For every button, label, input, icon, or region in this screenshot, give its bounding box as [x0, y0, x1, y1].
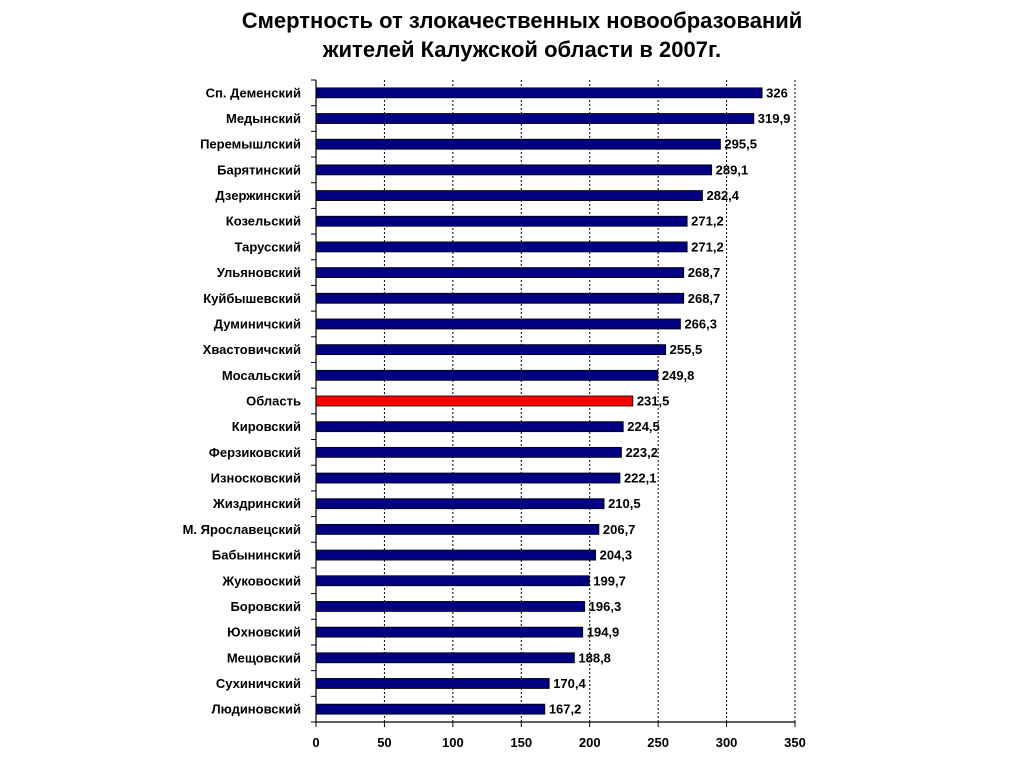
bar — [315, 369, 659, 381]
data-label: 282,4 — [706, 188, 739, 203]
category-label: Тарусский — [235, 239, 301, 254]
category-label: Козельский — [226, 214, 301, 229]
data-label: 249,8 — [662, 368, 695, 383]
data-label: 194,9 — [587, 625, 620, 640]
category-label: Износковский — [211, 471, 301, 486]
bar — [315, 267, 685, 279]
data-label: 224,5 — [627, 419, 660, 434]
bar — [315, 524, 600, 535]
bar — [315, 421, 624, 433]
x-tick-label: 350 — [784, 735, 806, 750]
bar — [315, 575, 590, 587]
category-label: Кировский — [232, 419, 301, 434]
bar — [315, 344, 667, 356]
bar — [315, 113, 755, 124]
data-label: 206,7 — [603, 522, 636, 537]
bar — [315, 678, 550, 689]
x-tick-label: 100 — [442, 735, 464, 750]
data-label: 231,5 — [637, 394, 670, 409]
category-label: Юхновский — [227, 625, 301, 640]
category-label: Сухиничский — [216, 676, 301, 691]
bar — [315, 241, 688, 253]
x-tick-label: 300 — [716, 735, 738, 750]
data-label: 199,7 — [593, 573, 626, 588]
category-label: Дзержинский — [215, 188, 301, 203]
x-tick-label: 0 — [312, 735, 319, 750]
bar — [315, 164, 713, 176]
bar — [315, 549, 596, 561]
data-label: 170,4 — [553, 676, 586, 691]
data-label: 223,2 — [625, 445, 658, 460]
category-label: Жуковоский — [221, 573, 301, 588]
data-label: 255,5 — [670, 342, 703, 357]
bar — [315, 446, 622, 458]
data-label: 222,1 — [624, 471, 657, 486]
data-label: 268,7 — [688, 291, 721, 306]
category-label: Медынский — [226, 111, 301, 126]
data-label: 271,2 — [691, 239, 724, 254]
x-tick-label: 50 — [377, 735, 391, 750]
category-label: Ферзиковский — [209, 445, 301, 460]
bar — [315, 395, 634, 407]
chart-title-line-2: жителей Калужской области в 2007г. — [322, 37, 722, 62]
category-label: Сп. Деменский — [206, 85, 301, 100]
category-label: Хвастовичский — [203, 342, 301, 357]
bar — [315, 472, 621, 484]
x-tick-label: 200 — [579, 735, 601, 750]
category-label: Ульяновский — [217, 265, 301, 280]
bar — [315, 215, 688, 227]
data-label: 204,3 — [600, 548, 633, 563]
category-label: Людиновский — [212, 702, 301, 717]
category-label: Мосальский — [222, 368, 301, 383]
bar — [315, 190, 703, 201]
data-label: 167,2 — [549, 702, 582, 717]
bar — [315, 601, 586, 612]
bar — [315, 498, 605, 510]
data-label: 188,8 — [578, 650, 611, 665]
category-label: М. Ярославецский — [183, 522, 301, 537]
category-label: Жиздринский — [212, 496, 301, 511]
bar — [315, 138, 721, 150]
x-tick-label: 150 — [510, 735, 532, 750]
data-label: 326 — [766, 85, 788, 100]
category-label: Боровский — [230, 599, 301, 614]
category-label: Барятинский — [217, 162, 301, 177]
data-label: 196,3 — [589, 599, 622, 614]
chart-title-line-1: Смертность от злокачественных новообразо… — [241, 8, 803, 33]
data-label: 210,5 — [608, 496, 641, 511]
x-tick-label: 250 — [647, 735, 669, 750]
data-label: 289,1 — [716, 162, 749, 177]
data-label: 266,3 — [684, 316, 717, 331]
bar — [315, 87, 763, 99]
bar — [315, 703, 546, 715]
bar — [315, 292, 685, 304]
category-label: Думиничский — [214, 316, 301, 331]
bar — [315, 626, 584, 638]
category-label: Область — [246, 394, 301, 409]
data-label: 319,9 — [758, 111, 791, 126]
category-label: Бабынинский — [212, 548, 301, 563]
category-label: Мещовский — [227, 650, 301, 665]
bar — [315, 652, 575, 664]
category-label: Перемышлский — [200, 137, 301, 152]
data-label: 295,5 — [724, 137, 757, 152]
chart-title: Смертность от злокачественных новообразо… — [0, 6, 1024, 64]
data-label: 268,7 — [688, 265, 721, 280]
bar — [315, 318, 681, 330]
category-label: Куйбышевский — [203, 291, 301, 306]
data-label: 271,2 — [691, 214, 724, 229]
